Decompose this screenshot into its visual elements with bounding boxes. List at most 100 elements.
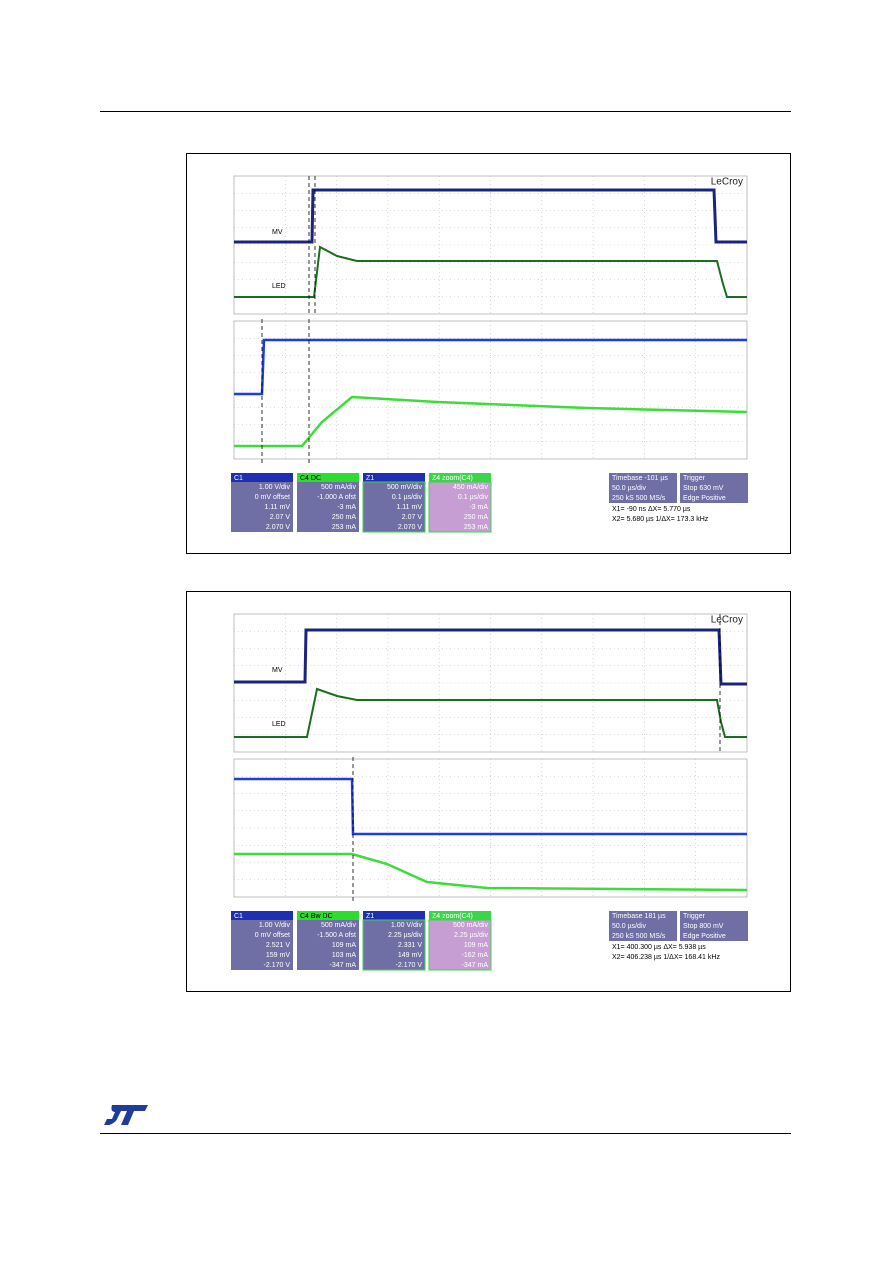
timebase-box	[609, 473, 677, 503]
trace-label: LED	[272, 283, 286, 290]
channel-name: C1	[234, 475, 243, 482]
channel-value: 2.07 V	[270, 514, 291, 521]
channel-box	[297, 920, 359, 970]
timebase-value: Timebase -101 µs	[612, 475, 668, 482]
trace	[234, 687, 747, 738]
trace	[234, 188, 747, 244]
channel-value: 2.331 V	[398, 942, 422, 949]
channel-header	[363, 911, 425, 920]
channel-value: 500 mA/div	[453, 922, 489, 929]
channel-value: -2.170 V	[264, 962, 291, 969]
channel-value: 250 mA	[332, 514, 356, 521]
channel-box	[297, 482, 359, 532]
channel-header	[297, 911, 359, 920]
channel-value: 1.00 V/div	[259, 922, 291, 929]
trace-label: MV	[272, 229, 283, 236]
channel-value: 2.521 V	[266, 942, 290, 949]
channel-value: 159 mV	[266, 952, 290, 959]
scope-screen: LeCroy MV LED C1 1.00 V/div 0 mV offset 2.521 …	[231, 613, 748, 971]
channel-value: 0 mV offset	[255, 932, 290, 939]
channel-value: -3 mA	[337, 504, 356, 511]
channel-box	[362, 481, 426, 533]
channel-value: -162 mA	[462, 952, 489, 959]
channel-value: 500 mV/div	[387, 484, 423, 491]
trigger-box	[680, 911, 748, 941]
timebase-box	[609, 911, 677, 941]
channel-header	[363, 473, 425, 482]
channel-value: 103 mA	[332, 952, 356, 959]
channel-name: Z1	[366, 475, 374, 482]
trace	[234, 245, 747, 298]
trace	[234, 852, 748, 892]
scope-screen: LeCroy MV LED C1 1.00 V/div 0 mV offset 1.11 m…	[231, 175, 748, 533]
channel-value: -1.000 A ofst	[317, 494, 356, 501]
channel-value: 0 mV offset	[255, 494, 290, 501]
trace-label: MV	[272, 667, 283, 674]
channel-value: -1.500 A ofst	[317, 932, 356, 939]
channel-value: 450 mA/div	[453, 484, 489, 491]
channel-value: 250 mA	[464, 514, 488, 521]
channel-header	[429, 473, 491, 482]
channel-value: 0.1 µs/div	[458, 494, 489, 501]
timebase-value: Timebase 181 µs	[612, 913, 666, 920]
channel-name: C4 Bw DC	[300, 913, 333, 920]
channel-box	[231, 482, 293, 532]
timebase-value: 50.0 µs/div	[612, 923, 646, 930]
channel-box	[428, 481, 492, 533]
header-rule	[100, 111, 791, 112]
trigger-value: Stop 800 mV	[683, 923, 724, 930]
trigger-box	[680, 473, 748, 503]
trigger-value: Edge Positive	[683, 495, 726, 502]
channel-name: Z4 zoom(C4)	[432, 475, 473, 482]
channel-value: 149 mV	[398, 952, 422, 959]
channel-name: Z4 zoom(C4)	[432, 913, 473, 920]
channel-box	[231, 920, 293, 970]
channel-value: 1.00 V/div	[259, 484, 291, 491]
trace	[234, 395, 748, 448]
timebase-value: 250 kS 500 MS/s	[612, 933, 666, 940]
trace	[234, 777, 747, 836]
trace	[234, 628, 747, 686]
brand: LeCroy	[711, 615, 743, 626]
trigger-value: Trigger	[683, 913, 706, 920]
channel-header	[231, 911, 293, 920]
channel-box	[428, 919, 492, 971]
cursor-readout: X2= 406.238 µs 1/ΔX= 168.41 kHz	[612, 954, 720, 961]
channel-value: 0.1 µs/div	[392, 494, 423, 501]
channel-header	[297, 473, 359, 482]
trace	[234, 338, 747, 396]
channel-name: C4 DC	[300, 475, 321, 482]
timebase-value: 250 kS 500 MS/s	[612, 495, 666, 502]
channel-value: -3 mA	[469, 504, 488, 511]
figure: LeCroy MV LED C1 1.00 V/div 0 mV offset 1.11 m…	[186, 153, 791, 554]
channel-value: 253 mA	[332, 524, 356, 531]
channel-value: 500 mA/div	[321, 484, 357, 491]
trigger-value: Trigger	[683, 475, 706, 482]
channel-value: 109 mA	[332, 942, 356, 949]
channel-value: 1.11 mV	[396, 504, 422, 511]
channel-value: -2.170 V	[396, 962, 423, 969]
channel-value: 2.25 µs/div	[388, 932, 422, 939]
channel-box	[362, 919, 426, 971]
channel-value: 1.00 V/div	[391, 922, 423, 929]
cursor-readout: X1= -90 ns ΔX= 5.770 µs	[612, 506, 691, 513]
trigger-value: Edge Positive	[683, 933, 726, 940]
channel-value: 2.070 V	[266, 524, 290, 531]
timebase-value: 50.0 µs/div	[612, 485, 646, 492]
trigger-value: Stop 630 mV	[683, 485, 724, 492]
trace-label: LED	[272, 721, 286, 728]
footer-rule	[100, 1133, 791, 1134]
channel-value: -347 mA	[330, 962, 357, 969]
channel-value: 253 mA	[464, 524, 488, 531]
st-logo	[104, 1105, 148, 1125]
channel-name: C1	[234, 913, 243, 920]
channel-value: -347 mA	[462, 962, 489, 969]
channel-value: 500 mA/div	[321, 922, 357, 929]
channel-header	[429, 911, 491, 920]
channel-name: Z1	[366, 913, 374, 920]
channel-header	[231, 473, 293, 482]
channel-value: 2.070 V	[398, 524, 422, 531]
cursor-readout: X2= 5.680 µs 1/ΔX= 173.3 kHz	[612, 516, 709, 523]
figure: LeCroy MV LED C1 1.00 V/div 0 mV offset 2.521 …	[186, 591, 791, 992]
brand: LeCroy	[711, 177, 743, 188]
